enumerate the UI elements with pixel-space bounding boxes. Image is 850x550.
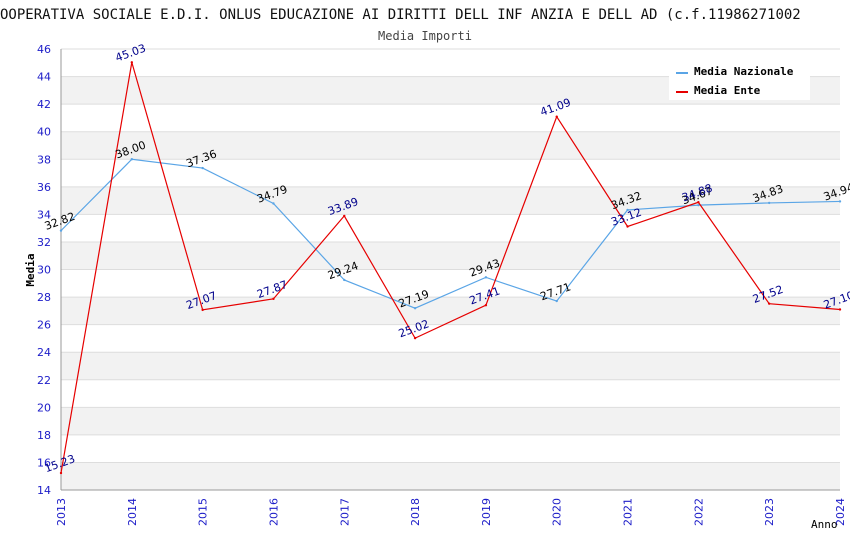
series-line-media-ente [60, 62, 841, 474]
x-tick-label: 2024 [834, 498, 847, 526]
y-tick-label: 36 [37, 181, 51, 194]
plot-band [61, 407, 840, 435]
data-point-media-ente [343, 214, 346, 218]
plot-band [61, 186, 840, 215]
y-tick-label: 46 [37, 43, 51, 56]
data-point-media-ente [626, 225, 629, 228]
y-tick-labels: 14 16 18 20 22 24 26 28 30 32 34 36 38 40 42 44 46 [37, 43, 51, 497]
x-tick-label: 2015 [197, 498, 210, 526]
x-tick-label: 2017 [338, 498, 351, 526]
data-point-media-nazionale [343, 278, 346, 282]
data-point-media-nazionale [59, 229, 63, 232]
data-point-media-nazionale [201, 166, 204, 170]
data-point-media-nazionale [130, 158, 134, 161]
plot-band [61, 297, 840, 325]
y-tick-label: 14 [37, 484, 51, 497]
legend-label-media-ente: Media Ente [694, 84, 761, 97]
data-point-media-ente [484, 303, 488, 307]
plot-band [61, 131, 840, 160]
legend-box [669, 59, 810, 100]
x-tick-label: 2020 [551, 498, 564, 526]
data-point-media-ente [697, 201, 700, 204]
x-tick-label: 2014 [126, 498, 139, 526]
data-point-media-ente [59, 471, 63, 475]
data-point-media-nazionale [272, 202, 275, 205]
plot-band [61, 352, 840, 380]
series-line-media-nazionale [60, 158, 841, 309]
data-point-media-nazionale [697, 203, 700, 207]
data-point-media-nazionale [484, 276, 488, 279]
data-point-media-ente [130, 61, 134, 64]
y-tick-label: 42 [37, 98, 51, 111]
y-axis-label: Media [24, 253, 37, 286]
chart-subtitle: Media Importi [378, 29, 472, 43]
data-point-media-ente [413, 336, 417, 340]
x-tick-label: 2021 [622, 498, 635, 526]
data-point-media-nazionale [555, 299, 558, 303]
series-lines [59, 61, 842, 475]
y-tick-label: 44 [37, 71, 51, 84]
data-point-media-nazionale [838, 200, 842, 203]
data-point-media-nazionale [626, 208, 629, 212]
legend: Media Nazionale Media Ente [669, 59, 810, 100]
chart-title: OOPERATIVA SOCIALE E.D.I. ONLUS EDUCAZIO… [0, 7, 801, 23]
data-point-media-ente [201, 308, 204, 312]
axes [60, 49, 840, 491]
x-tick-label: 2022 [692, 498, 705, 526]
y-tick-label: 34 [37, 208, 51, 221]
data-point-media-nazionale [413, 307, 417, 310]
data-point-media-nazionale [767, 201, 771, 205]
legend-label-media-nazionale: Media Nazionale [694, 65, 794, 78]
x-tick-labels: 2013 2014 2015 2016 2017 2018 2019 2020 2021 2022… [55, 498, 847, 526]
y-tick-label: 16 [37, 456, 51, 469]
data-point-media-ente [555, 115, 558, 118]
grid-lines [61, 48, 840, 491]
plot-band [61, 462, 840, 490]
plot-band [61, 241, 840, 270]
y-tick-label: 40 [37, 126, 51, 139]
x-axis-label: Anno [811, 518, 838, 531]
y-tick-label: 20 [37, 401, 51, 414]
y-tick-label: 22 [37, 374, 51, 387]
x-tick-label: 2016 [267, 498, 280, 526]
y-tick-label: 28 [37, 291, 51, 304]
data-point-media-ente [272, 297, 275, 301]
x-tick-label: 2013 [55, 498, 68, 526]
y-tick-label: 38 [37, 153, 51, 166]
y-tick-label: 32 [37, 236, 51, 249]
data-point-media-ente [838, 308, 842, 311]
y-tick-label: 26 [37, 319, 51, 332]
x-tick-label: 2018 [409, 498, 422, 526]
x-tick-label: 2023 [763, 498, 776, 526]
y-tick-label: 18 [37, 429, 51, 442]
y-tick-label: 24 [37, 346, 51, 359]
y-tick-label: 30 [37, 264, 51, 277]
data-point-media-ente [767, 302, 771, 305]
x-tick-label: 2019 [480, 498, 493, 526]
